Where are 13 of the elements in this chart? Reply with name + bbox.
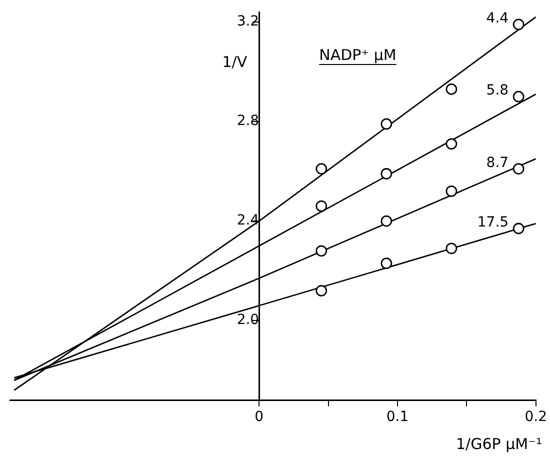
y-tick-label: 2.0 [236, 312, 260, 328]
series-label: 4.4 [486, 10, 509, 26]
x-tick-label: 0.2 [524, 409, 547, 426]
y-tick-label: 2.8 [236, 113, 260, 130]
series-label: 8.7 [486, 154, 509, 171]
y-axis-title: 1/V [222, 52, 248, 71]
series-label: 17.5 [477, 214, 509, 230]
y-tick-label: 3.2 [236, 14, 260, 30]
x-axis-title: 1/G6P μM⁻¹ [456, 435, 542, 453]
x-tick-label: 0.1 [386, 409, 409, 426]
series-label: 5.8 [486, 82, 509, 99]
legend-title: NADP⁺ μM [319, 46, 396, 64]
x-tick-label: 0 [254, 409, 264, 426]
